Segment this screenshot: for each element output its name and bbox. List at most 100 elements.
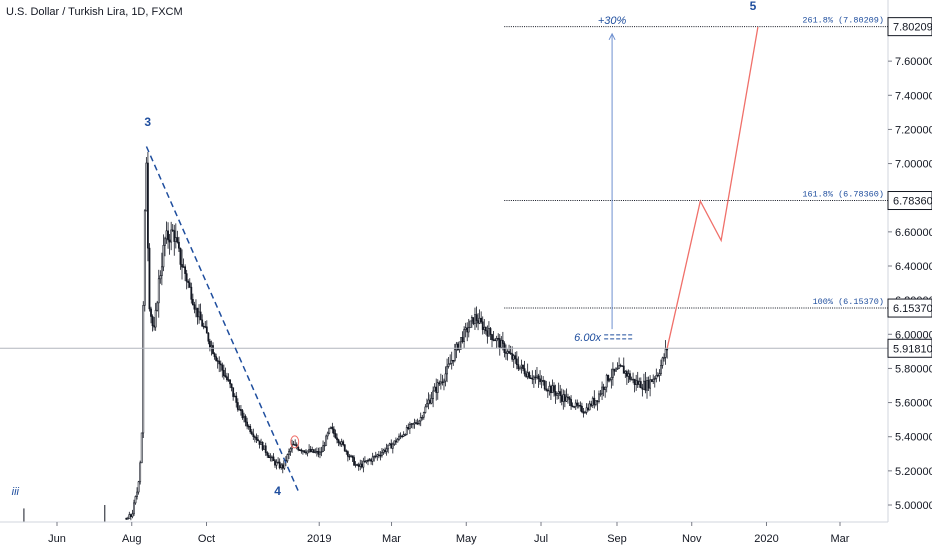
candle-body: [478, 317, 481, 324]
candle-body: [405, 427, 408, 435]
current-price-label: 5.91810: [893, 343, 932, 355]
candle-body: [195, 307, 197, 310]
candle-body: [264, 445, 267, 453]
candle-body: [188, 282, 191, 288]
candle-body: [560, 395, 563, 402]
candle-body: [280, 464, 283, 469]
candle-body: [525, 373, 528, 377]
candle-body: [508, 351, 510, 354]
candle-body: [396, 439, 399, 443]
x-tick-label: May: [456, 533, 477, 545]
candle-body: [240, 409, 242, 411]
candle-body: [351, 455, 354, 458]
candle-body: [353, 457, 355, 466]
candle-body: [402, 434, 405, 437]
candle-body: [362, 460, 365, 468]
candle-body: [453, 349, 456, 361]
x-tick-label: Jun: [48, 533, 66, 545]
candle-body: [319, 451, 321, 455]
candle-body: [556, 393, 559, 396]
candle-body: [408, 424, 411, 429]
candle-body: [489, 328, 492, 335]
candle-body: [176, 237, 179, 243]
candle-body: [357, 464, 360, 467]
candle-body: [136, 491, 138, 497]
candle-body: [568, 397, 571, 400]
candle-body: [210, 345, 213, 348]
candle-body: [288, 451, 290, 455]
candle-body: [393, 440, 396, 445]
candle-body: [374, 455, 377, 458]
candle-body: [418, 420, 421, 424]
marker-circle: [290, 435, 300, 449]
candle-body: [441, 381, 444, 383]
candle-body: [159, 275, 162, 280]
candle-body: [517, 364, 520, 370]
candle-body: [212, 345, 214, 354]
candle-body: [165, 230, 168, 240]
candle-body: [501, 339, 504, 344]
candle-body: [551, 385, 554, 394]
candle-body: [252, 433, 255, 437]
x-tick-label: Nov: [682, 533, 702, 545]
candle-body: [477, 320, 479, 324]
candle-body: [207, 332, 210, 342]
candle-body: [371, 456, 374, 462]
candle-body: [398, 435, 400, 440]
candle-body: [542, 380, 545, 382]
y-tick-label: 6.00000: [895, 329, 932, 341]
trendline: [145, 146, 300, 492]
candle-body: [491, 334, 493, 341]
candle-body: [407, 427, 410, 429]
candle-body: [461, 337, 464, 342]
candle-body: [652, 378, 655, 382]
candle-body: [343, 444, 346, 452]
candle-body: [520, 364, 523, 368]
candle-body: [470, 317, 473, 322]
candle-body: [426, 403, 428, 408]
candle-body: [435, 386, 438, 393]
candle-body: [610, 377, 613, 380]
candle-body: [621, 365, 624, 367]
candle-body: [543, 380, 546, 390]
candle-body: [559, 391, 562, 396]
candle-body: [311, 449, 314, 452]
candle-body: [605, 374, 608, 388]
candle-body: [522, 364, 524, 369]
fib-level-label: 161.8% (6.78360): [802, 190, 884, 200]
candle-body: [613, 368, 616, 372]
candle-body: [204, 326, 207, 328]
candle-body: [480, 317, 483, 323]
candle-body: [410, 423, 413, 425]
candle-body: [255, 437, 258, 440]
candle-body: [635, 380, 638, 385]
candle-body: [346, 451, 349, 457]
candle-body: [430, 398, 433, 404]
candle-body: [238, 409, 241, 411]
candle-body: [401, 435, 404, 438]
candle-body: [129, 514, 132, 517]
candle-body: [354, 464, 357, 466]
candle-body: [218, 360, 221, 365]
candle-body: [629, 373, 631, 380]
wave-label: iii: [12, 486, 20, 498]
candle-body: [140, 432, 143, 464]
candle-body: [337, 439, 340, 444]
y-tick-label: 7.40000: [895, 90, 932, 102]
candle-body: [317, 450, 320, 455]
candle-body: [370, 459, 373, 462]
candle-body: [167, 230, 169, 241]
y-tick-label: 5.00000: [895, 500, 932, 512]
fib-price-label: 6.15370: [893, 303, 932, 315]
candle-body: [277, 461, 280, 464]
candle-body: [472, 317, 475, 324]
candle-body: [622, 365, 625, 374]
candle-body: [336, 437, 338, 441]
candle-body: [199, 311, 202, 321]
candle-body: [162, 244, 165, 268]
candle-body: [557, 391, 560, 394]
candle-body: [494, 339, 497, 342]
candle-body: [185, 273, 188, 282]
candle-body: [388, 443, 391, 446]
